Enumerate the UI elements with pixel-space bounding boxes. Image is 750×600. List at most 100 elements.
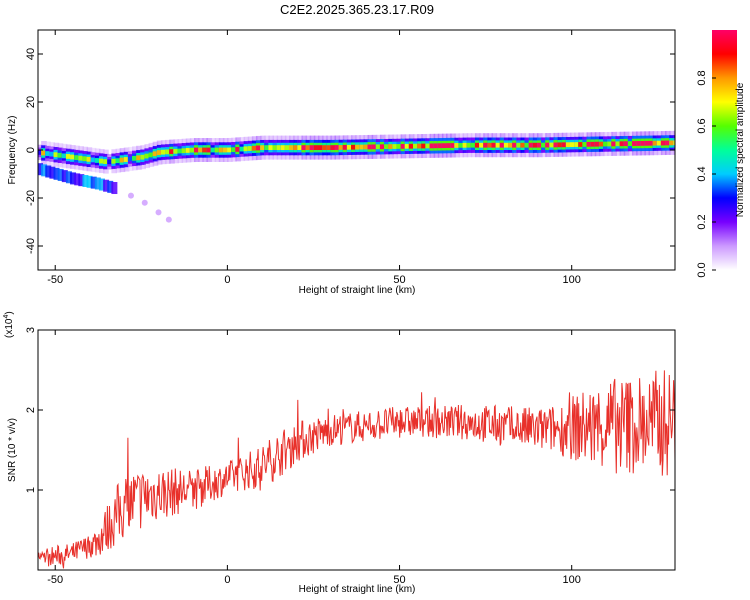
spectrogram-cell: [293, 145, 299, 150]
spectrogram-cell: [272, 145, 279, 150]
spectrogram-cell: [512, 142, 518, 148]
spectrogram-cell: [615, 141, 622, 147]
spectrogram-cell: [421, 143, 427, 149]
spectrogram-cell: [528, 142, 535, 148]
spectrogram-cell: [49, 166, 56, 179]
spectrogram-cell: [479, 142, 485, 148]
spectrogram-cell: [260, 145, 266, 151]
spectrogram-point: [127, 192, 134, 199]
spectrogram-cell: [326, 145, 332, 150]
spectrogram-cell: [214, 147, 221, 153]
spectrogram-cell: [392, 144, 398, 149]
snr-x-axis-label: Height of straight line (km): [299, 584, 416, 595]
spectrogram-cell: [557, 142, 564, 148]
spectrogram-cell: [107, 180, 114, 193]
spectrogram-cell: [86, 156, 93, 162]
spectrogram-cell: [379, 144, 386, 150]
spectrogram-cell: [38, 150, 43, 155]
spectrogram-cell: [574, 142, 580, 147]
spectrogram-cell: [495, 142, 502, 148]
spectrogram-cell: [586, 141, 593, 147]
spectrogram-cell: [206, 147, 213, 153]
snr-y-tick-label: 1: [25, 487, 37, 493]
spectrogram-cell: [665, 140, 671, 146]
spectrogram-cell: [94, 177, 101, 190]
spectrogram-y-tick-label: -20: [25, 190, 37, 206]
spectrogram-cell: [115, 158, 122, 164]
spectrogram-cell: [185, 148, 192, 153]
spectrogram-cell: [98, 158, 105, 164]
spectrogram-cell: [375, 144, 382, 150]
spectrogram-cell: [86, 175, 93, 188]
spectrogram-x-tick-label: 100: [563, 274, 581, 286]
spectrogram-cell: [202, 147, 208, 153]
spectrogram-cell: [359, 144, 365, 150]
spectrogram-cell: [289, 145, 295, 150]
spectrogram-cell: [90, 176, 97, 189]
spectrogram-cell: [413, 143, 419, 149]
spectrogram-cell: [53, 152, 60, 158]
spectrogram-cell: [160, 149, 167, 155]
spectrogram-cell: [450, 143, 456, 148]
snr-scale-suffix: ): [4, 311, 15, 314]
spectrogram-cell: [367, 144, 374, 150]
snr-y-tick-label: 3: [25, 327, 37, 333]
spectrogram-cell: [648, 140, 655, 146]
spectrogram-cell: [384, 144, 390, 150]
spectrogram-cell: [499, 142, 506, 148]
spectrogram-cell: [53, 167, 60, 180]
spectrogram-cell: [210, 147, 217, 153]
spectrogram-cell: [636, 141, 642, 146]
snr-background: [38, 330, 675, 570]
snr-x-tick-label: 100: [563, 574, 581, 586]
spectrogram-cell: [400, 143, 407, 149]
spectrogram-cell: [619, 141, 626, 147]
spectrogram-y-tick-label: 0: [25, 147, 37, 153]
spectrogram-cell: [404, 143, 411, 149]
snr-y-tick-label: 2: [25, 407, 37, 413]
spectrogram-cell: [598, 141, 605, 147]
spectrogram-cell: [239, 146, 246, 152]
spectrogram-cell: [520, 142, 527, 148]
spectrogram-cell: [330, 145, 336, 150]
spectrogram-cell: [623, 141, 630, 147]
spectrogram-cell: [342, 144, 349, 150]
snr-scale-label: (x104): [3, 311, 15, 338]
spectrogram-cell: [227, 147, 233, 153]
spectrogram-x-axis-label: Height of straight line (km): [299, 285, 416, 296]
spectrogram-cell: [408, 143, 415, 149]
snr-frame: [37, 329, 676, 571]
spectrogram-cell: [65, 154, 72, 159]
snr-y-axis-label: SNR (10 * v/v): [7, 418, 18, 482]
spectrogram-cell: [231, 147, 237, 153]
spectrogram-cell: [41, 150, 47, 156]
spectrogram-cell: [57, 168, 64, 181]
spectrogram-cell: [545, 142, 551, 148]
spectrogram-cell: [90, 157, 97, 163]
spectrogram-cell: [177, 148, 184, 154]
spectrogram-cell: [65, 171, 72, 184]
spectrogram-cell: [111, 158, 118, 164]
spectrogram-cell: [103, 179, 110, 192]
spectrogram-cell: [140, 154, 146, 160]
colorbar-tick-label: 0.0: [696, 262, 708, 277]
spectrogram-cell: [607, 141, 613, 147]
spectrogram-cell: [194, 147, 200, 153]
spectrogram-x-tick-label: 50: [393, 274, 405, 286]
spectrogram-cell: [41, 164, 48, 177]
spectrogram-cell: [441, 143, 448, 149]
figure-title: C2E2.2025.365.23.17.R09: [280, 2, 434, 17]
spectrogram-cell: [119, 157, 126, 163]
spectrogram-cell: [243, 146, 250, 152]
spectrogram-cell: [78, 174, 85, 187]
spectrogram-cell: [61, 153, 68, 159]
spectrogram-cell: [276, 145, 283, 150]
spectrogram-point: [155, 209, 162, 216]
snr-scale-exponent: 4: [3, 315, 10, 319]
colorbar-tick-label: 0.2: [696, 214, 708, 229]
spectrogram-cell: [169, 149, 175, 154]
spectrogram-cell: [78, 155, 84, 161]
snr-x-tick-label: 0: [224, 574, 230, 586]
spectrogram-cell: [189, 147, 196, 153]
snr-x-tick-label: 50: [393, 574, 405, 586]
